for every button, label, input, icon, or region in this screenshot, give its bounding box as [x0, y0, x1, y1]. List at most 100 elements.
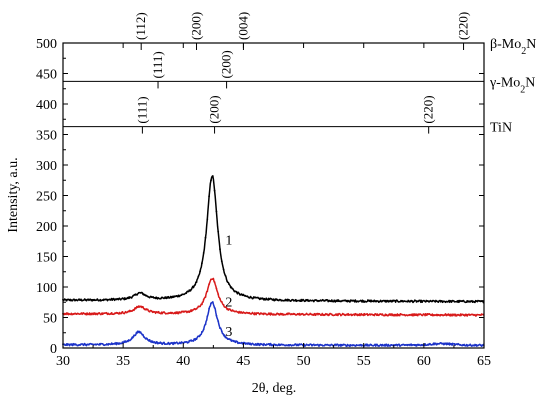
data-point: [332, 314, 335, 317]
data-point: [358, 314, 360, 316]
data-point: [282, 314, 284, 316]
data-point: [210, 302, 212, 305]
data-point: [197, 335, 200, 338]
data-point: [146, 295, 149, 298]
data-point: [231, 287, 234, 290]
data-point: [190, 288, 193, 291]
data-point: [280, 343, 283, 346]
data-point: [276, 344, 279, 347]
series-line-2: [62, 277, 485, 317]
data-point: [300, 313, 303, 316]
data-point: [89, 298, 91, 301]
data-point: [303, 314, 306, 316]
data-point: [448, 314, 450, 317]
data-point: [89, 342, 91, 345]
data-point: [287, 312, 290, 315]
data-point: [370, 344, 373, 346]
data-point: [338, 312, 340, 315]
data-point: [65, 312, 68, 314]
data-point: [136, 332, 138, 334]
data-point: [435, 300, 438, 302]
data-point: [143, 294, 146, 296]
data-point: [349, 313, 351, 316]
data-point: [385, 343, 387, 346]
data-point: [415, 301, 418, 303]
data-point: [330, 313, 333, 316]
data-point: [177, 294, 180, 297]
data-point: [374, 300, 376, 303]
data-point: [168, 297, 171, 299]
x-tick-label: 50: [297, 354, 311, 369]
data-point: [311, 313, 313, 316]
data-point: [237, 342, 239, 345]
data-point: [188, 340, 191, 342]
data-point: [123, 340, 126, 343]
data-point: [321, 298, 324, 301]
data-point: [309, 312, 312, 315]
reflection-label: (220): [456, 12, 471, 40]
axes: 30 35 40 45 50 55 60 65 0 50 100 150 200 250 300 350 400…: [36, 37, 491, 369]
data-point: [460, 300, 463, 302]
data-point: [376, 300, 378, 302]
data-point: [67, 313, 70, 316]
data-point: [262, 298, 265, 300]
data-point: [125, 298, 128, 300]
data-point: [383, 314, 386, 317]
data-point: [356, 313, 358, 316]
data-point: [168, 343, 171, 346]
data-point: [293, 299, 295, 302]
data-point: [433, 314, 436, 316]
data-point: [361, 313, 364, 316]
data-point: [468, 300, 470, 303]
data-point: [385, 314, 387, 317]
data-point: [257, 312, 259, 314]
data-point: [309, 343, 312, 346]
data-point: [96, 313, 99, 316]
data-point: [320, 299, 322, 302]
data-point: [63, 298, 66, 300]
data-point: [190, 339, 193, 342]
data-point: [159, 341, 162, 344]
data-point: [446, 342, 449, 345]
data-point: [163, 311, 165, 313]
data-point: [379, 313, 382, 316]
data-point: [471, 301, 474, 303]
data-point: [127, 297, 129, 300]
data-point: [423, 313, 425, 316]
data-point: [145, 294, 147, 297]
data-point: [307, 300, 310, 302]
data-point: [229, 309, 232, 312]
data-point: [150, 296, 153, 298]
data-point: [112, 342, 115, 345]
data-point: [181, 341, 184, 344]
data-point: [296, 313, 299, 315]
data-point: [316, 343, 319, 346]
data-point: [347, 312, 349, 315]
y-tick-label: 400: [36, 98, 57, 113]
reflection-label: (200): [219, 50, 234, 78]
data-point: [222, 268, 225, 271]
data-point: [466, 300, 469, 302]
data-point: [459, 314, 461, 317]
data-point: [116, 297, 118, 300]
data-point: [329, 312, 331, 315]
data-point: [385, 299, 387, 302]
data-point: [186, 341, 189, 344]
data-point: [421, 301, 423, 303]
data-point: [63, 344, 66, 346]
data-point: [340, 300, 342, 303]
data-point: [455, 300, 458, 303]
data-point: [381, 300, 384, 302]
data-point: [349, 345, 351, 348]
data-point: [80, 298, 82, 301]
data-point: [435, 343, 438, 346]
data-point: [154, 296, 156, 299]
data-point: [280, 313, 283, 316]
data-point: [453, 343, 456, 345]
data-point: [386, 299, 389, 302]
data-point: [267, 312, 270, 315]
data-point: [267, 343, 270, 345]
data-point: [350, 344, 353, 347]
data-point: [184, 310, 187, 313]
data-point: [264, 312, 266, 315]
